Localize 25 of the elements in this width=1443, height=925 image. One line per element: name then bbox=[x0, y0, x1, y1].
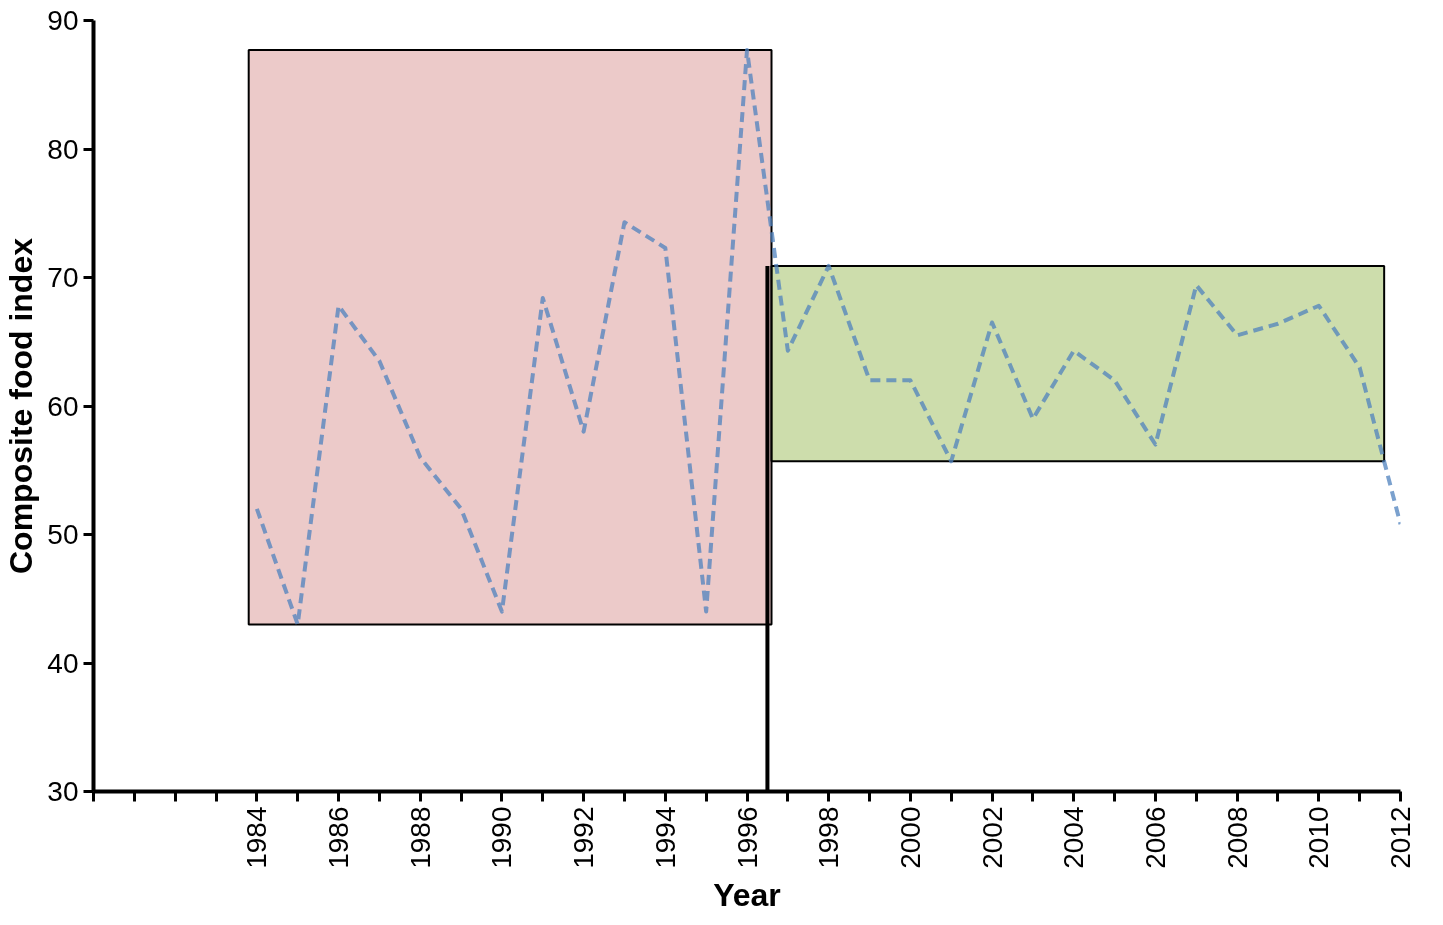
y-tick-label: 60 bbox=[47, 390, 79, 422]
y-axis-title: Composite food index bbox=[3, 237, 40, 574]
x-tick-label: 1996 bbox=[731, 806, 763, 869]
y-tick-label: 80 bbox=[47, 133, 79, 165]
x-tick-label: 2008 bbox=[1221, 806, 1253, 869]
y-tick-label: 30 bbox=[47, 776, 79, 807]
x-tick-label: 1984 bbox=[241, 806, 273, 869]
x-tick-label: 1986 bbox=[323, 806, 355, 869]
y-tick-label: 40 bbox=[47, 647, 79, 679]
x-tick-label: 2012 bbox=[1385, 806, 1416, 869]
x-tick-label: 1988 bbox=[404, 806, 436, 869]
line-series bbox=[254, 48, 1401, 627]
x-tick-label: 2000 bbox=[894, 806, 926, 869]
x-tick-label: 2006 bbox=[1139, 806, 1171, 869]
x-tick-label: 2010 bbox=[1303, 806, 1335, 869]
x-tick-label: 1990 bbox=[486, 806, 518, 869]
x-tick-label: 1998 bbox=[813, 806, 845, 869]
x-tick-label: 1992 bbox=[568, 806, 600, 869]
y-tick-label: 90 bbox=[47, 5, 79, 36]
x-axis-title: Year bbox=[713, 876, 781, 913]
y-tick-label: 70 bbox=[47, 262, 79, 293]
y-tick-label: 50 bbox=[47, 519, 79, 550]
x-tick-label: 2004 bbox=[1058, 806, 1090, 869]
x-tick-label: 1994 bbox=[649, 806, 681, 869]
x-tick-label: 2002 bbox=[976, 806, 1008, 869]
